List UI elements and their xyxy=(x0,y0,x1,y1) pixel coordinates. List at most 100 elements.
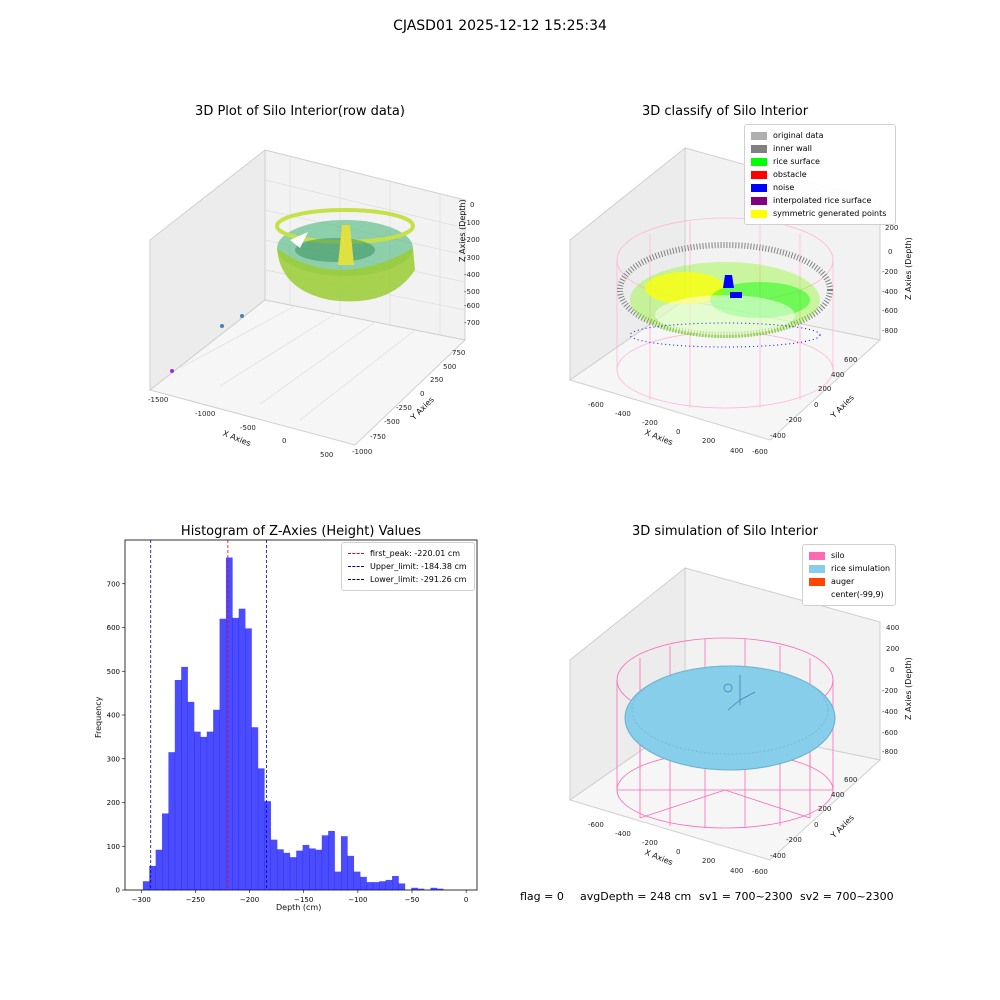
histogram-bar xyxy=(174,680,182,890)
histogram-bar xyxy=(219,618,227,890)
classify-ytick-0: 600 xyxy=(844,356,858,364)
raw-plot-title: 3D Plot of Silo Interior(row data) xyxy=(195,104,405,119)
simulation-ytick-5: -400 xyxy=(770,852,786,860)
simulation-ytick-3: 0 xyxy=(814,821,819,829)
histogram-bars xyxy=(142,557,444,890)
simulation-ztick-2: 0 xyxy=(890,666,895,674)
legend-item-silo: silo xyxy=(809,549,889,562)
rice-simulation-surface xyxy=(624,665,836,771)
histogram-bar xyxy=(385,879,393,890)
raw-ytick-7: -1000 xyxy=(352,448,373,456)
simulation-xtick-4: 200 xyxy=(702,857,716,865)
classify-zlabel: Z Axies (Depth) xyxy=(904,237,913,300)
histogram-bar xyxy=(213,709,220,890)
raw-ztick-1: -100 xyxy=(464,219,480,227)
sv1-text: sv1 = 700~2300 xyxy=(699,890,793,903)
histogram-xticks: −300 −250 −200 −150 −100 −50 0 xyxy=(132,890,468,904)
histogram-bar xyxy=(264,801,271,890)
legend-item-upper-limit: Upper_limit: -184.38 cm xyxy=(348,560,468,573)
simulation-ztick-6: -800 xyxy=(882,748,898,756)
raw-ztick-4: -400 xyxy=(464,271,480,279)
histogram-bar xyxy=(430,887,438,890)
legend-line xyxy=(348,566,364,567)
histogram-xtick-label: −150 xyxy=(294,896,313,904)
classify-ytick-3: 0 xyxy=(814,401,819,409)
legend-item-rice-simulation: rice simulation xyxy=(809,562,890,575)
legend-swatch xyxy=(751,131,767,140)
histogram-bar xyxy=(251,727,259,890)
raw-ztick-2: -200 xyxy=(464,236,480,244)
histogram-bar xyxy=(436,888,444,890)
legend-swatch xyxy=(751,196,767,205)
legend-swatch xyxy=(809,564,825,573)
histogram-bar xyxy=(372,882,380,890)
classify-ztick-0: 200 xyxy=(885,224,899,232)
raw-ytick-1: 500 xyxy=(443,363,457,371)
histogram-bar xyxy=(162,813,169,890)
raw-ztick-6: -600 xyxy=(464,302,480,310)
histogram-legend: first_peak: -220.01 cm Upper_limit: -184… xyxy=(341,542,475,591)
simulation-ztick-4: -400 xyxy=(882,708,898,716)
histogram-ylabel: Frequency xyxy=(94,696,103,738)
histogram-bar xyxy=(181,666,188,890)
legend-swatch xyxy=(751,170,767,179)
raw-ytick-4: -250 xyxy=(396,404,412,412)
legend-item-lower-limit: Lower_limit: -291.26 cm xyxy=(348,573,468,586)
histogram-xtick-label: −50 xyxy=(405,896,420,904)
legend-swatch xyxy=(809,577,825,586)
histogram-bar xyxy=(200,736,208,890)
legend-item-obstacle: obstacle xyxy=(751,168,889,181)
legend-swatch xyxy=(751,157,767,166)
classified-points xyxy=(617,242,833,348)
histogram-bar xyxy=(257,768,265,890)
classify-xtick-2: -200 xyxy=(642,419,658,427)
legend-line xyxy=(348,579,364,580)
histogram-ytick-label: 700 xyxy=(107,580,120,588)
histogram-bar xyxy=(360,876,367,890)
histogram-bar xyxy=(283,852,291,890)
histogram-bar xyxy=(411,887,418,890)
histogram-bar xyxy=(379,881,386,890)
histogram-chart: −300 −250 −200 −150 −100 −50 0 0 100 200 300 400 50… xyxy=(107,539,478,904)
histogram-bar xyxy=(238,608,246,890)
raw-ytick-2: 250 xyxy=(430,376,444,384)
histogram-bar xyxy=(232,617,240,890)
raw-ztick-7: -700 xyxy=(464,319,480,327)
histogram-bar xyxy=(309,848,316,890)
raw-ztick-0: 0 xyxy=(470,201,475,209)
raw-ytick-3: 0 xyxy=(420,390,425,398)
classify-xtick-1: -400 xyxy=(615,410,631,418)
classify-xtick-3: 0 xyxy=(676,428,681,436)
legend-swatch xyxy=(809,551,825,560)
histogram-ytick-label: 100 xyxy=(107,843,120,851)
legend-item-auger: auger xyxy=(809,575,889,588)
simulation-3d-plot xyxy=(568,566,882,861)
simulation-xtick-2: -200 xyxy=(642,839,658,847)
histogram-bar xyxy=(321,835,329,890)
histogram-ytick-label: 200 xyxy=(107,799,120,807)
histogram-xtick-label: −250 xyxy=(186,896,205,904)
classify-3d-plot xyxy=(568,146,882,441)
axes-panes xyxy=(148,148,467,446)
simulation-xtick-5: 400 xyxy=(730,867,744,875)
simulation-legend: silo rice simulation auger center(-99,9) xyxy=(802,544,896,606)
auger xyxy=(723,675,756,711)
raw-ztick-5: -500 xyxy=(464,288,480,296)
raw-ytick-6: -750 xyxy=(370,433,386,441)
simulation-ytick-0: 600 xyxy=(844,776,858,784)
legend-swatch xyxy=(751,144,767,153)
histogram-title: Histogram of Z-Axies (Height) Values xyxy=(180,524,422,539)
raw-xtick-2: -500 xyxy=(240,424,256,432)
classify-xtick-5: 400 xyxy=(730,447,744,455)
legend-line xyxy=(348,553,364,554)
histogram-bar xyxy=(366,882,374,890)
histogram-xtick-label: −300 xyxy=(132,896,151,904)
raw-3d-plot xyxy=(148,148,467,446)
sv2-text: sv2 = 700~2300 xyxy=(800,890,894,903)
legend-item-noise: noise xyxy=(751,181,889,194)
raw-zlabel: Z Axies (Depth) xyxy=(458,199,467,262)
classify-ztick-2: -200 xyxy=(882,268,898,276)
raw-xtick-0: -1500 xyxy=(148,396,169,404)
classify-xtick-4: 200 xyxy=(702,437,716,445)
histogram-xtick-label: −100 xyxy=(348,896,367,904)
